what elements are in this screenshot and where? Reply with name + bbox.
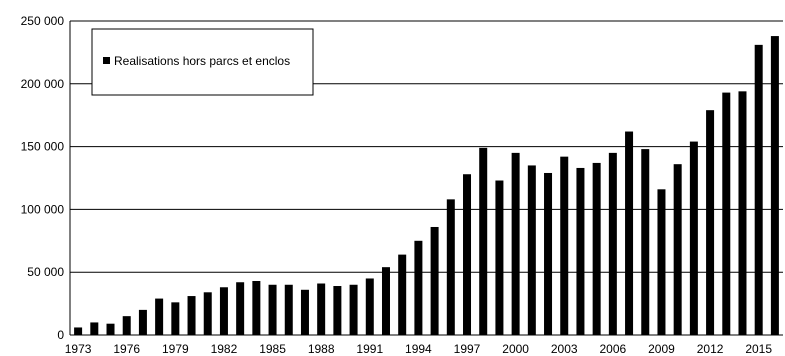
- x-tick-label: 1979: [162, 342, 189, 356]
- bar: [608, 152, 617, 335]
- bar: [446, 199, 455, 335]
- bar: [74, 327, 83, 335]
- x-tick-label: 1985: [259, 342, 286, 356]
- bar: [90, 322, 99, 335]
- legend-box: [91, 28, 314, 96]
- bar: [625, 131, 634, 335]
- bar: [236, 282, 245, 335]
- x-tick-label: 2015: [745, 342, 772, 356]
- legend-label: Realisations hors parcs et enclos: [114, 54, 290, 68]
- bar: [349, 284, 358, 335]
- bar: [414, 240, 423, 335]
- bar: [479, 147, 488, 335]
- y-tick-label: 100 000: [21, 202, 65, 216]
- bar: [252, 280, 261, 335]
- bar: [203, 292, 212, 335]
- x-tick-label: 2000: [502, 342, 529, 356]
- bar: [738, 91, 747, 335]
- bar: [219, 287, 228, 335]
- bar: [300, 289, 309, 335]
- x-tick-label: 2003: [551, 342, 578, 356]
- bars: [74, 36, 779, 336]
- x-tick-label: 1976: [113, 342, 140, 356]
- bar: [381, 267, 390, 335]
- y-tick-label: 150 000: [21, 140, 65, 154]
- y-tick-label: 250 000: [21, 14, 65, 28]
- bar: [463, 174, 472, 335]
- bar: [187, 296, 196, 335]
- bar: [155, 298, 164, 335]
- bar: [106, 323, 115, 335]
- bar: [527, 165, 536, 335]
- x-tick-label: 2006: [600, 342, 627, 356]
- bar: [268, 284, 277, 335]
- y-tick-label: 0: [57, 328, 64, 342]
- x-tick-label: 1982: [211, 342, 238, 356]
- axes: [69, 21, 783, 336]
- bar: [317, 283, 326, 335]
- x-tick-label: 1973: [65, 342, 92, 356]
- bar: [398, 254, 407, 335]
- x-tick-label: 1997: [454, 342, 481, 356]
- bar: [511, 152, 520, 335]
- x-tick-label: 2012: [697, 342, 724, 356]
- bar: [673, 164, 682, 335]
- x-tick-label: 2009: [648, 342, 675, 356]
- bar: [689, 141, 698, 335]
- bar: [722, 92, 731, 335]
- bar: [706, 110, 715, 336]
- x-tick-label: 1991: [356, 342, 383, 356]
- bar: [284, 284, 293, 335]
- bar: [495, 180, 504, 335]
- x-tick-label: 1994: [405, 342, 432, 356]
- bar: [770, 36, 779, 336]
- x-tick-label: 1988: [308, 342, 335, 356]
- legend-swatch: [103, 57, 110, 64]
- y-tick-label: 50 000: [27, 265, 64, 279]
- legend: Realisations hors parcs et enclos: [91, 28, 314, 96]
- y-tick-labels: 0 50 000 100 000 150 000 200 000 250 000: [21, 14, 65, 342]
- bar: [592, 162, 601, 335]
- bar: [333, 286, 342, 335]
- bar: [641, 149, 650, 335]
- bar: [122, 316, 131, 335]
- bar: [576, 167, 585, 335]
- bar: [657, 189, 666, 335]
- bar: [544, 172, 553, 335]
- bar: [138, 309, 147, 335]
- bar: [560, 156, 569, 335]
- bar: [365, 278, 374, 335]
- x-tick-labels: 1973 1976 1979 1982 1985 1988 1991 1994 1997 2000…: [65, 342, 773, 356]
- y-tick-label: 200 000: [21, 77, 65, 91]
- bar: [430, 226, 439, 335]
- bar: [754, 44, 763, 335]
- bar: [171, 302, 180, 335]
